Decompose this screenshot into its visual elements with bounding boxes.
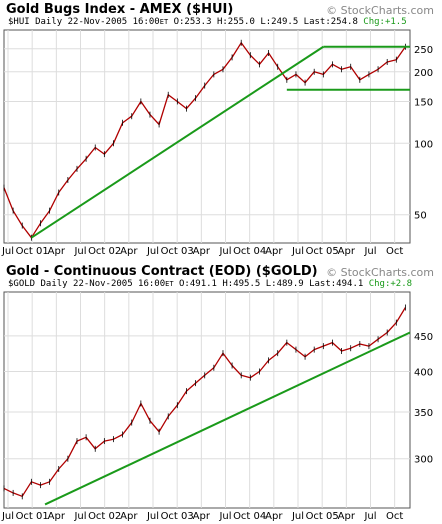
x-tick-label: Jul bbox=[363, 511, 376, 522]
y-tick-label: 450 bbox=[414, 332, 433, 343]
x-tick-label: Jul bbox=[291, 246, 304, 257]
x-tick-label: Apr bbox=[48, 246, 66, 257]
x-tick-label: Oct bbox=[386, 511, 403, 522]
symbol-label: $HUI Daily bbox=[8, 17, 63, 27]
x-tick-label: Apr bbox=[120, 511, 138, 522]
tz-label: ET bbox=[159, 18, 169, 26]
date-label: 22-Nov-2005 16:00 bbox=[67, 17, 160, 27]
watermark: © StockCharts.com bbox=[326, 4, 434, 17]
chart-title: Gold - Continuous Contract (EOD) ($GOLD) bbox=[6, 264, 318, 279]
y-tick-label: 200 bbox=[414, 68, 433, 79]
trendline bbox=[44, 331, 411, 506]
change-label: Chg:+1.5 bbox=[363, 17, 407, 27]
x-tick-label: Jul bbox=[218, 246, 231, 257]
x-tick-label: Oct 02 bbox=[88, 511, 121, 522]
x-tick-label: Jul bbox=[363, 246, 376, 257]
last-label: Last:494.1 bbox=[309, 279, 364, 289]
y-tick-label: 400 bbox=[414, 368, 433, 379]
y-tick-label: 100 bbox=[414, 139, 433, 150]
chart-title: Gold Bugs Index - AMEX ($HUI) bbox=[6, 2, 234, 17]
x-tick-label: Apr bbox=[338, 511, 356, 522]
chart-subtitle: $GOLD Daily 22-Nov-2005 16:00ET O:491.1 … bbox=[8, 279, 412, 289]
symbol-label: $GOLD Daily bbox=[8, 279, 68, 289]
x-tick-label: Oct 02 bbox=[88, 246, 121, 257]
watermark: © StockCharts.com bbox=[326, 266, 434, 279]
x-tick-label: Oct 01 bbox=[16, 246, 49, 257]
x-tick-label: Jul bbox=[291, 511, 304, 522]
x-tick-label: Apr bbox=[193, 246, 211, 257]
x-tick-label: Apr bbox=[265, 246, 283, 257]
chart-subtitle: $HUI Daily 22-Nov-2005 16:00ET O:253.3 H… bbox=[8, 17, 407, 27]
x-tick-label: Apr bbox=[338, 246, 356, 257]
last-label: Last:254.8 bbox=[303, 17, 358, 27]
x-tick-label: Oct 04 bbox=[233, 246, 266, 257]
low-label: L:489.9 bbox=[265, 279, 304, 289]
y-tick-label: 300 bbox=[414, 455, 433, 466]
y-tick-label: 350 bbox=[414, 408, 433, 419]
x-tick-label: Oct 03 bbox=[161, 246, 194, 257]
change-label: Chg:+2.8 bbox=[368, 279, 413, 289]
y-tick-label: 50 bbox=[414, 211, 427, 222]
x-tick-label: Jul bbox=[146, 511, 159, 522]
x-tick-label: Apr bbox=[193, 511, 211, 522]
x-tick-label: Apr bbox=[120, 246, 138, 257]
x-tick-label: Oct 04 bbox=[233, 511, 266, 522]
x-tick-label: Jul bbox=[1, 246, 14, 257]
y-tick-label: 250 bbox=[414, 45, 433, 56]
hui-panel: Gold Bugs Index - AMEX ($HUI) © StockCha… bbox=[1, 2, 434, 257]
x-tick-label: Jul bbox=[1, 511, 14, 522]
x-tick-label: Oct 03 bbox=[161, 511, 194, 522]
date-label: 22-Nov-2005 16:00 bbox=[73, 279, 166, 289]
open-label: O:253.3 bbox=[173, 17, 212, 27]
x-tick-label: Apr bbox=[48, 511, 66, 522]
high-label: H:495.5 bbox=[222, 279, 261, 289]
trendline bbox=[30, 45, 324, 239]
x-tick-label: Oct 05 bbox=[306, 511, 339, 522]
x-tick-label: Jul bbox=[73, 246, 86, 257]
high-label: H:255.0 bbox=[216, 17, 255, 27]
x-tick-label: Jul bbox=[218, 511, 231, 522]
x-tick-label: Oct 05 bbox=[306, 246, 339, 257]
tz-label: ET bbox=[165, 280, 174, 288]
x-tick-label: Jul bbox=[146, 246, 159, 257]
x-tick-label: Oct bbox=[386, 246, 403, 257]
x-tick-label: Jul bbox=[73, 511, 86, 522]
gold-panel: Gold - Continuous Contract (EOD) ($GOLD)… bbox=[0, 262, 442, 524]
open-label: O:491.1 bbox=[179, 279, 217, 289]
y-tick-label: 150 bbox=[414, 97, 433, 108]
x-tick-label: Apr bbox=[265, 511, 283, 522]
x-tick-label: Oct 01 bbox=[16, 511, 49, 522]
low-label: L:249.5 bbox=[260, 17, 299, 27]
plot-frame bbox=[3, 291, 411, 509]
plot-frame bbox=[3, 29, 411, 244]
